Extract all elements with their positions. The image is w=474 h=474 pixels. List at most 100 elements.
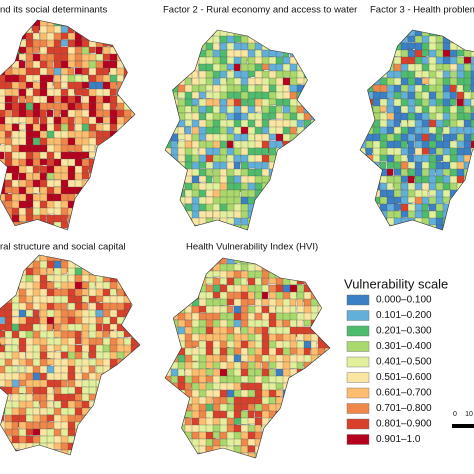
municipality [421, 224, 429, 230]
municipality [456, 126, 464, 134]
municipality [81, 449, 93, 455]
municipality [268, 112, 277, 120]
municipality [137, 351, 140, 363]
municipality [372, 224, 383, 230]
municipality [74, 435, 82, 444]
municipality [137, 302, 140, 316]
municipality [137, 274, 140, 288]
municipality [39, 214, 47, 226]
municipality [233, 70, 242, 78]
municipality [275, 438, 286, 448]
municipality [275, 210, 284, 221]
municipality [11, 421, 19, 431]
municipality [268, 445, 280, 453]
municipality [137, 400, 140, 411]
municipality [102, 428, 114, 439]
municipality [275, 147, 285, 159]
municipality [317, 263, 325, 276]
municipality [130, 214, 135, 223]
municipality [470, 98, 474, 110]
municipality [317, 389, 330, 399]
municipality [386, 133, 396, 142]
municipality [400, 224, 410, 230]
municipality [254, 126, 262, 136]
panel-title: Health Vulnerability Index (HVI) [186, 242, 318, 253]
municipality [303, 445, 313, 456]
municipality [170, 277, 182, 290]
legend-swatch [346, 403, 370, 414]
municipality [463, 30, 474, 40]
municipality [407, 49, 416, 59]
municipality [386, 126, 394, 134]
municipality [296, 210, 305, 223]
municipality [170, 452, 181, 458]
municipality [268, 305, 276, 314]
municipality [303, 56, 315, 68]
municipality [310, 389, 320, 398]
municipality [130, 144, 135, 154]
municipality [53, 95, 62, 103]
municipality [386, 30, 396, 37]
municipality [74, 39, 83, 47]
municipality [109, 130, 121, 141]
municipality [81, 255, 89, 264]
municipality [170, 270, 182, 280]
legend-label: 0.601–0.700 [376, 388, 432, 399]
municipality [184, 224, 193, 230]
municipality [233, 154, 241, 164]
municipality [198, 189, 208, 198]
municipality [170, 445, 178, 456]
municipality [137, 323, 140, 335]
municipality [102, 67, 110, 75]
municipality [53, 39, 61, 48]
municipality [74, 200, 87, 211]
municipality [109, 372, 123, 382]
municipality [67, 351, 76, 360]
municipality [109, 260, 121, 270]
region-map [165, 30, 315, 230]
municipality [165, 403, 174, 414]
municipality [275, 189, 285, 202]
municipality [275, 263, 286, 276]
municipality [102, 435, 113, 443]
municipality [191, 168, 200, 176]
municipality [88, 414, 97, 425]
municipality [198, 35, 206, 45]
municipality [261, 445, 270, 458]
municipality [275, 217, 286, 228]
municipality [18, 20, 29, 31]
municipality [324, 417, 330, 425]
municipality [449, 224, 462, 230]
municipality [296, 445, 310, 457]
municipality [372, 217, 384, 225]
municipality [123, 365, 131, 375]
municipality [289, 438, 301, 447]
municipality [130, 39, 135, 52]
municipality [165, 35, 172, 47]
municipality [310, 91, 315, 102]
municipality [414, 182, 423, 190]
municipality [268, 375, 277, 383]
municipality [191, 258, 203, 266]
municipality [95, 116, 105, 124]
municipality [240, 42, 248, 52]
municipality [88, 207, 96, 215]
municipality [170, 30, 180, 37]
municipality [170, 182, 182, 190]
municipality [310, 133, 315, 145]
municipality [130, 116, 135, 127]
municipality [282, 42, 292, 52]
municipality [275, 417, 287, 431]
municipality [310, 417, 322, 426]
municipality [102, 400, 114, 408]
legend-label: 0.201–0.300 [376, 326, 432, 337]
municipality [247, 224, 257, 230]
municipality [289, 382, 297, 393]
municipality [123, 214, 135, 222]
municipality [289, 396, 302, 407]
municipality [289, 42, 302, 55]
municipality [317, 417, 330, 428]
municipality [88, 214, 99, 225]
municipality [95, 207, 105, 216]
municipality [324, 298, 330, 310]
